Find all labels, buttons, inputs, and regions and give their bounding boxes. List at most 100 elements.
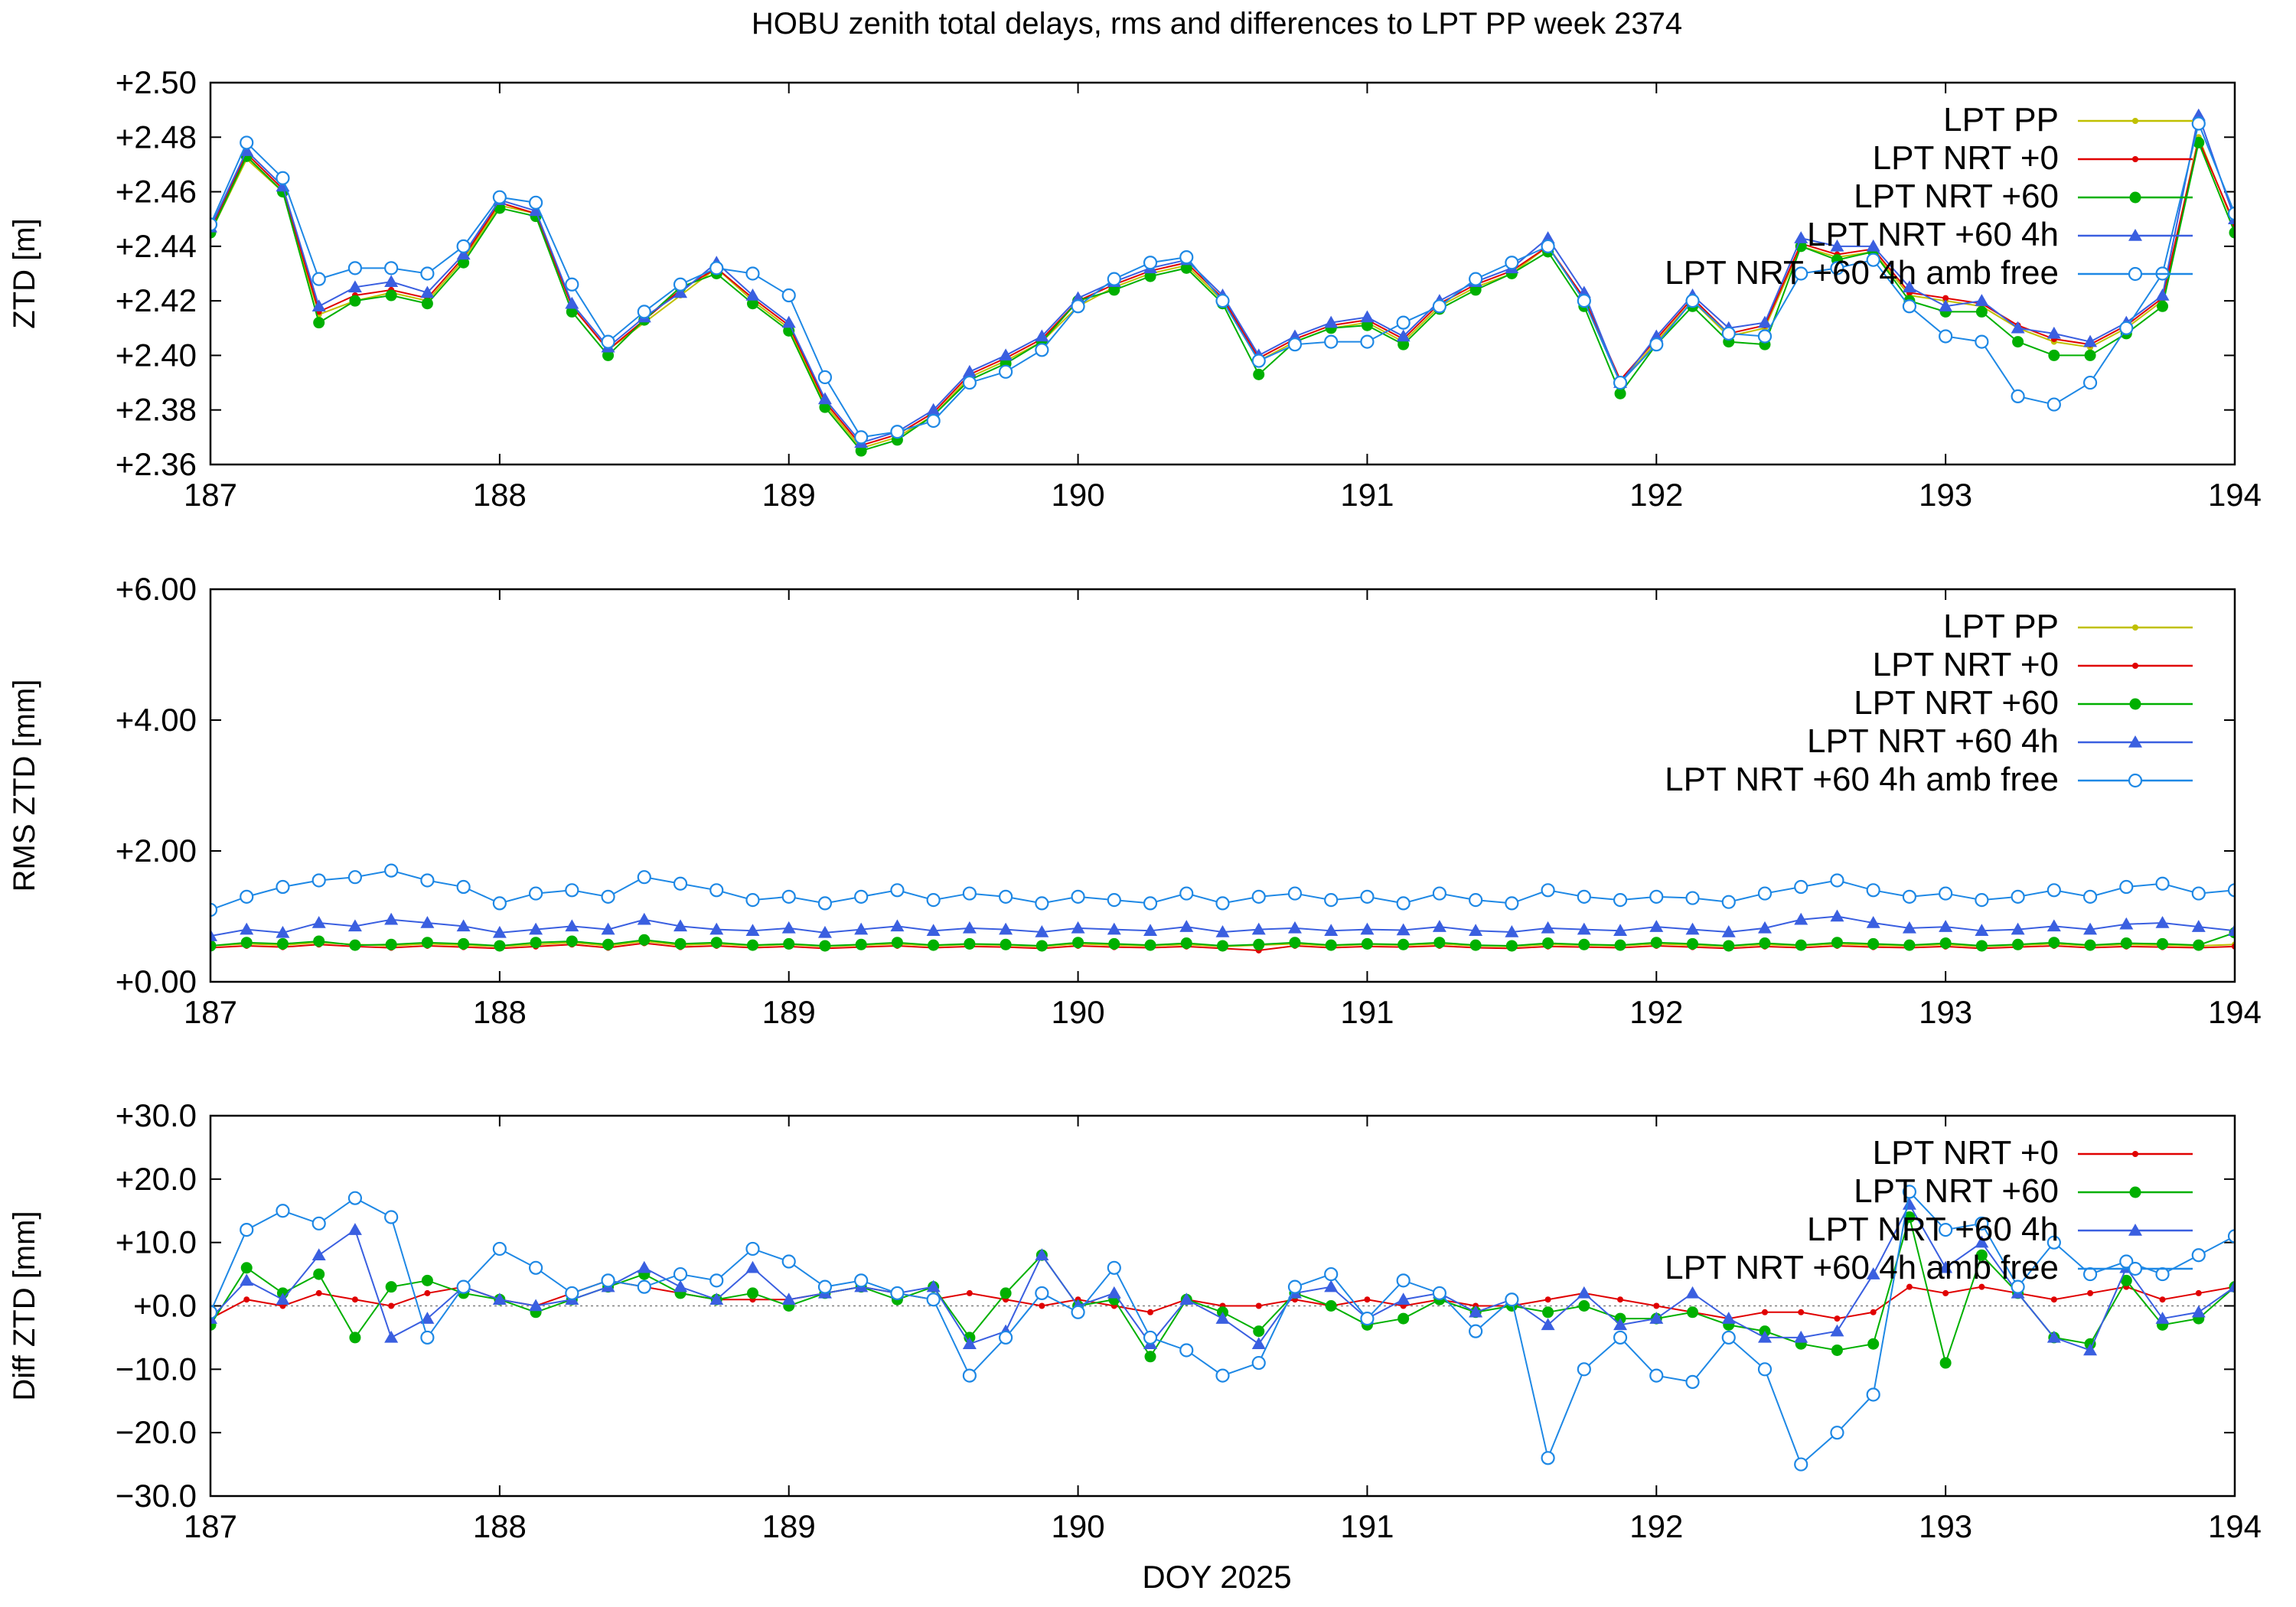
- series-lpt-nrt-60-4h-amb-free-point: [1577, 1362, 1591, 1377]
- y-tick-label: +2.50: [116, 64, 197, 100]
- series-lpt-nrt-60-point: [1687, 1306, 1699, 1319]
- series-lpt-nrt-60-4h-point: [311, 299, 326, 312]
- series-lpt-nrt-60-point: [1253, 368, 1265, 380]
- series-lpt-nrt-60-point: [349, 1332, 361, 1344]
- legend-entry-marker: [2132, 1151, 2138, 1157]
- series-lpt-nrt-60-4h-amb-free-point: [2047, 397, 2061, 412]
- legend-entry-marker: [2132, 663, 2138, 669]
- series-lpt-nrt-60-4h-amb-free-point: [1287, 1279, 1303, 1294]
- series-lpt-nrt-60-4h-point: [1324, 1279, 1339, 1292]
- series-lpt-nrt-0-point: [1039, 1302, 1045, 1309]
- series-lpt-nrt-60-point: [385, 938, 397, 950]
- series-lpt-nrt-60-4h-point: [1649, 1312, 1664, 1324]
- series-lpt-nrt-60-4h-point: [384, 275, 399, 287]
- legend-entry-label: LPT NRT +0: [1873, 1134, 2059, 1172]
- series-lpt-nrt-60-point: [1614, 387, 1626, 399]
- y-axis-title: RMS ZTD [mm]: [8, 680, 41, 892]
- series-lpt-nrt-60-4h-point: [240, 144, 254, 156]
- series-lpt-nrt-60-4h-point: [1215, 925, 1230, 937]
- series-lpt-nrt-60-point: [710, 937, 722, 949]
- series-lpt-nrt-60-point: [1035, 940, 1048, 952]
- series-lpt-nrt-60-4h-amb-free-point: [1830, 261, 1844, 275]
- series-lpt-nrt-60-4h-amb-free-point: [1360, 1311, 1375, 1326]
- series-lpt-nrt-60-4h-point: [1577, 922, 1591, 935]
- series-lpt-nrt-60-point: [602, 349, 615, 361]
- series-lpt-nrt-60-4h-point: [276, 925, 290, 938]
- series-lpt-nrt-60-4h-point: [1902, 280, 1916, 293]
- series-lpt-nrt-60-4h-point: [709, 1292, 724, 1305]
- series-lpt-nrt-60-4h-amb-free-point: [1613, 1330, 1628, 1345]
- series-lpt-nrt-60-4h-amb-free-point: [1215, 896, 1230, 911]
- series-lpt-nrt-60-point: [1433, 937, 1446, 949]
- series-lpt-nrt-60-4h-amb-free-point: [1721, 895, 1736, 909]
- series-lpt-nrt-60-point: [602, 938, 615, 950]
- x-tick-label: 189: [762, 994, 816, 1030]
- legend-entry-marker: [2128, 1261, 2143, 1276]
- series-lpt-nrt-60-4h-amb-free-point: [1469, 1324, 1483, 1338]
- series-lpt-nrt-60-4h-point: [456, 247, 471, 260]
- series-lpt-nrt-60-4h-point: [347, 919, 362, 932]
- series-lpt-nrt-60-point: [1505, 940, 1518, 952]
- series-lpt-nrt-60-4h-amb-free-point: [2227, 206, 2235, 221]
- legend-entry-label: LPT NRT +60 4h: [1807, 216, 2059, 253]
- series-lpt-nrt-0-point: [315, 1289, 322, 1296]
- series-lpt-nrt-60-4h-amb-free-point: [601, 1273, 615, 1288]
- series-lpt-nrt-60-4h-amb-free-point: [1902, 299, 1917, 314]
- series-lpt-nrt-60-4h-amb-free-point: [2227, 883, 2235, 898]
- series-lpt-nrt-60-point: [1867, 937, 1880, 950]
- legend-entry-marker: [2132, 118, 2138, 124]
- series-lpt-nrt-60-4h-amb-free-point: [854, 1273, 869, 1288]
- series-lpt-nrt-0-point: [1942, 295, 1949, 302]
- series-lpt-nrt-60-point: [1759, 937, 1771, 950]
- series-lpt-nrt-60-4h-point: [1469, 924, 1483, 937]
- legend-entry-label: LPT PP: [1943, 101, 2059, 139]
- series-lpt-nrt-60-4h-point: [1794, 1330, 1808, 1343]
- series-lpt-nrt-60-4h-point: [1975, 924, 1989, 937]
- series-lpt-nrt-60-point: [2157, 300, 2169, 312]
- series-lpt-nrt-0-point: [1617, 1296, 1624, 1303]
- y-tick-label: +2.48: [116, 119, 197, 155]
- series-lpt-nrt-60-4h-point: [420, 1312, 435, 1324]
- series-lpt-nrt-60-4h-amb-free-point: [1757, 886, 1773, 901]
- y-tick-label: −30.0: [116, 1478, 197, 1514]
- series-lpt-nrt-60-4h-point: [926, 1279, 941, 1292]
- series-lpt-nrt-60-point: [1650, 937, 1662, 949]
- series-lpt-nrt-60-point: [1903, 939, 1916, 951]
- y-tick-label: +2.44: [116, 228, 197, 264]
- series-lpt-nrt-60-4h-amb-free-point: [565, 277, 579, 292]
- series-lpt-nrt-60-4h-amb-free-point: [999, 889, 1013, 904]
- series-lpt-nrt-60-4h-point: [1396, 1292, 1411, 1305]
- series-lpt-nrt-60-4h-amb-free-point: [528, 886, 543, 901]
- series-lpt-nrt-60-4h-amb-free-point: [492, 896, 507, 911]
- series-lpt-nrt-60-4h-point: [1541, 921, 1555, 934]
- series-lpt-nrt-60-4h-amb-free-point: [854, 889, 869, 904]
- series-lpt-nrt-60-4h-amb-free-point: [2011, 1279, 2025, 1294]
- series-lpt-nrt-0-point: [1364, 1296, 1371, 1303]
- series-lpt-nrt-60-4h-amb-free-point: [745, 1241, 760, 1257]
- series-lpt-nrt-60-point: [240, 937, 253, 949]
- series-lpt-nrt-60-4h-point: [1324, 315, 1339, 328]
- series-lpt-nrt-60-4h-point: [1685, 1286, 1700, 1299]
- series-lpt-nrt-60-4h-point: [1649, 920, 1664, 932]
- series-lpt-nrt-60-4h-point: [456, 919, 471, 932]
- series-layer: [210, 863, 2235, 953]
- series-layer: [210, 108, 2235, 457]
- series-lpt-nrt-60-4h-amb-free-point: [1685, 294, 1700, 308]
- series-lpt-nrt-60-point: [1723, 940, 1735, 952]
- series-lpt-nrt-60-4h-point: [2083, 1343, 2098, 1356]
- series-lpt-nrt-60-4h-amb-free-point: [962, 886, 977, 901]
- series-lpt-nrt-60-4h-point: [420, 916, 435, 928]
- series-lpt-nrt-60-4h-amb-free-point: [890, 425, 905, 439]
- series-lpt-nrt-60-point: [349, 939, 361, 951]
- series-lpt-nrt-60-4h-amb-free-point: [1287, 886, 1303, 901]
- series-lpt-nrt-60-point: [746, 939, 758, 951]
- series-lpt-nrt-60-point: [1578, 938, 1590, 950]
- series-lpt-nrt-60-4h-amb-free-point: [1721, 1330, 1736, 1345]
- series-lpt-nrt-60-4h-point: [1613, 1318, 1628, 1331]
- series-lpt-nrt-60-4h-amb-free-point: [926, 1292, 941, 1307]
- x-tick-label: 188: [473, 994, 527, 1030]
- series-lpt-nrt-60-4h-point: [1035, 925, 1049, 937]
- series-lpt-nrt-60-point: [313, 1268, 325, 1280]
- series-lpt-nrt-60-4h-point: [1975, 294, 1989, 306]
- series-lpt-nrt-0-point: [1544, 1296, 1551, 1303]
